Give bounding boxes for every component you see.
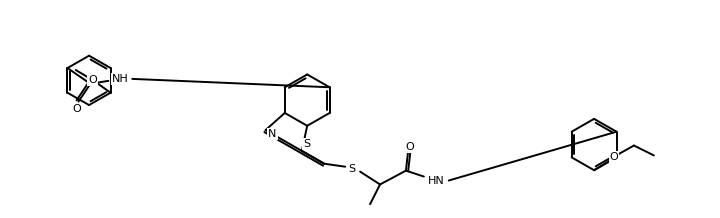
Text: O: O <box>610 152 618 162</box>
Text: S: S <box>303 139 310 149</box>
Text: O: O <box>72 104 81 114</box>
Text: O: O <box>89 75 97 85</box>
Text: NH: NH <box>112 74 129 84</box>
Text: HN: HN <box>428 175 444 186</box>
Text: S: S <box>348 164 356 174</box>
Text: O: O <box>405 142 414 152</box>
Text: N: N <box>269 129 276 139</box>
